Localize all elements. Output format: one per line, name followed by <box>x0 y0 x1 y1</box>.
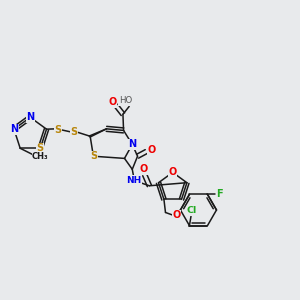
Text: HO: HO <box>119 96 132 105</box>
Text: S: S <box>55 125 62 135</box>
Text: O: O <box>139 164 147 174</box>
Text: O: O <box>169 167 177 177</box>
Text: S: S <box>90 151 97 161</box>
Text: O: O <box>148 145 156 155</box>
Text: NH: NH <box>126 176 142 185</box>
Text: CH₃: CH₃ <box>32 152 49 160</box>
Text: N: N <box>10 124 18 134</box>
Text: N: N <box>128 140 136 149</box>
Text: O: O <box>108 98 116 107</box>
Text: S: S <box>37 143 44 153</box>
Text: S: S <box>70 127 77 137</box>
Text: O: O <box>172 210 181 220</box>
Text: N: N <box>26 112 34 122</box>
Text: Cl: Cl <box>187 206 197 215</box>
Text: F: F <box>216 189 223 200</box>
